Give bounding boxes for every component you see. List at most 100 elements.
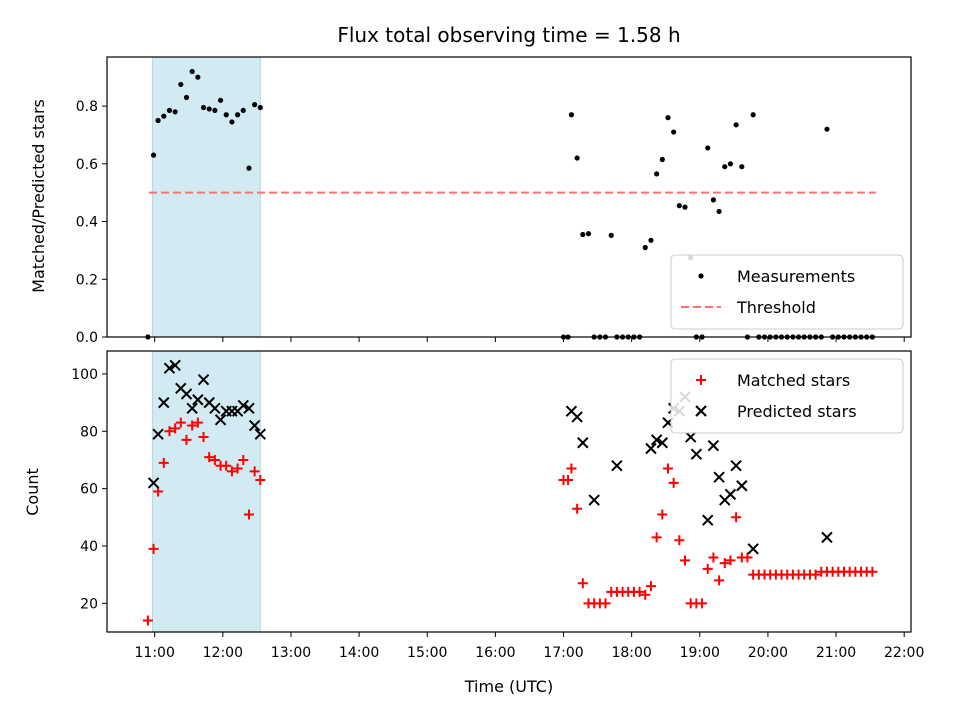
predicted-point bbox=[577, 437, 589, 449]
predicted-point bbox=[169, 359, 181, 372]
x-tick-label: 12:00 bbox=[203, 645, 243, 661]
matched-point bbox=[742, 552, 753, 563]
matched-point bbox=[170, 423, 181, 434]
matched-point bbox=[662, 463, 673, 474]
matched-point bbox=[651, 532, 662, 543]
predicted-point bbox=[747, 543, 759, 555]
predicted-point bbox=[611, 459, 623, 472]
predicted-point bbox=[192, 394, 204, 406]
measurement-point bbox=[574, 155, 580, 161]
matched-point bbox=[255, 475, 266, 486]
predicted-point bbox=[186, 402, 198, 415]
measurement-point bbox=[585, 231, 592, 237]
highlight-window bbox=[151, 56, 261, 338]
measurement-point bbox=[710, 197, 717, 203]
predicted-point bbox=[684, 431, 697, 443]
matched-point bbox=[187, 420, 198, 431]
matched-point bbox=[164, 426, 175, 437]
matched-point bbox=[572, 503, 583, 514]
measurement-point bbox=[183, 94, 190, 101]
x-tick-label: 17:00 bbox=[543, 645, 583, 661]
measurement-point bbox=[671, 129, 677, 135]
predicted-point bbox=[180, 388, 193, 400]
matched-point bbox=[563, 475, 574, 486]
measurement-point bbox=[155, 117, 161, 124]
top-y-axis-label: Matched/Predicted stars bbox=[29, 99, 48, 293]
measurement-point bbox=[178, 81, 184, 88]
matched-point bbox=[175, 417, 186, 428]
measurement-point bbox=[161, 113, 167, 119]
matched-point bbox=[204, 452, 215, 463]
legend-label-predicted-stars: Predicted stars bbox=[737, 402, 857, 421]
predicted-point bbox=[707, 439, 720, 452]
y-tick-label: 0.8 bbox=[76, 99, 98, 115]
matched-point bbox=[249, 466, 260, 477]
measurement-point bbox=[568, 112, 575, 118]
y-tick-label: 80 bbox=[80, 424, 98, 440]
predicted-point bbox=[645, 442, 657, 455]
measurement-point bbox=[716, 208, 722, 215]
matched-point bbox=[719, 558, 730, 569]
matched-point bbox=[232, 463, 243, 474]
matched-point bbox=[697, 598, 708, 609]
x-tick-label: 13:00 bbox=[271, 645, 311, 661]
predicted-point bbox=[650, 434, 663, 446]
x-tick-label: 11:00 bbox=[135, 645, 175, 661]
axes-frame bbox=[106, 350, 912, 633]
matched-point bbox=[731, 512, 742, 523]
measurement-point bbox=[223, 112, 229, 118]
series-matched-stars bbox=[142, 417, 878, 626]
legend-box bbox=[670, 254, 904, 330]
matched-point bbox=[810, 569, 821, 580]
measurement-point bbox=[240, 107, 246, 114]
matched-point bbox=[640, 589, 651, 600]
matched-point bbox=[680, 555, 691, 566]
measurement-point bbox=[172, 109, 178, 115]
matched-point bbox=[192, 417, 203, 428]
predicted-point bbox=[690, 448, 703, 460]
measurement-point bbox=[733, 122, 739, 128]
x-tick-label: 18:00 bbox=[611, 645, 651, 661]
predicted-point bbox=[254, 428, 267, 440]
measurement-point bbox=[200, 104, 207, 111]
measurement-point bbox=[229, 119, 235, 125]
measurement-point bbox=[150, 152, 157, 158]
matched-point bbox=[238, 454, 249, 465]
measurement-point bbox=[252, 102, 258, 108]
x-tick-label: 16:00 bbox=[475, 645, 515, 661]
y-tick-label: 0.4 bbox=[76, 215, 98, 231]
measurement-point bbox=[739, 164, 745, 170]
measurement-point bbox=[189, 68, 195, 75]
matched-point bbox=[148, 543, 159, 554]
x-tick-label: 21:00 bbox=[816, 645, 856, 661]
x-tick-label: 19:00 bbox=[680, 645, 720, 661]
predicted-point bbox=[821, 531, 833, 544]
measurement-point bbox=[608, 232, 614, 238]
x-tick-label: 14:00 bbox=[339, 645, 379, 661]
predicted-point bbox=[571, 411, 583, 423]
measurement-point bbox=[257, 104, 263, 111]
y-tick-label: 0.2 bbox=[76, 272, 98, 288]
matched-point bbox=[867, 566, 878, 577]
matched-point bbox=[566, 463, 577, 474]
matched-point bbox=[702, 563, 713, 574]
legend-marker-measurements bbox=[698, 273, 704, 279]
measurement-point bbox=[824, 126, 830, 132]
matched-point bbox=[708, 552, 719, 563]
bottom-panel: 20 40 60 80 100 11:00 12:00 13:00 14:00 15:00 16:0… bbox=[71, 350, 924, 661]
measurement-point bbox=[682, 204, 688, 210]
y-tick-label: 0.6 bbox=[76, 157, 98, 173]
measurement-point bbox=[246, 165, 252, 171]
matched-point bbox=[657, 509, 668, 520]
matched-point bbox=[198, 432, 209, 443]
measurement-point bbox=[648, 237, 654, 243]
predicted-point bbox=[197, 373, 210, 386]
predicted-point bbox=[163, 362, 176, 374]
predicted-point bbox=[152, 428, 164, 440]
x-tick-label: 15:00 bbox=[407, 645, 447, 661]
measurement-point bbox=[727, 161, 734, 167]
measurement-point bbox=[676, 203, 682, 209]
x-tick-label: 20:00 bbox=[748, 645, 788, 661]
measurement-point bbox=[654, 171, 660, 177]
